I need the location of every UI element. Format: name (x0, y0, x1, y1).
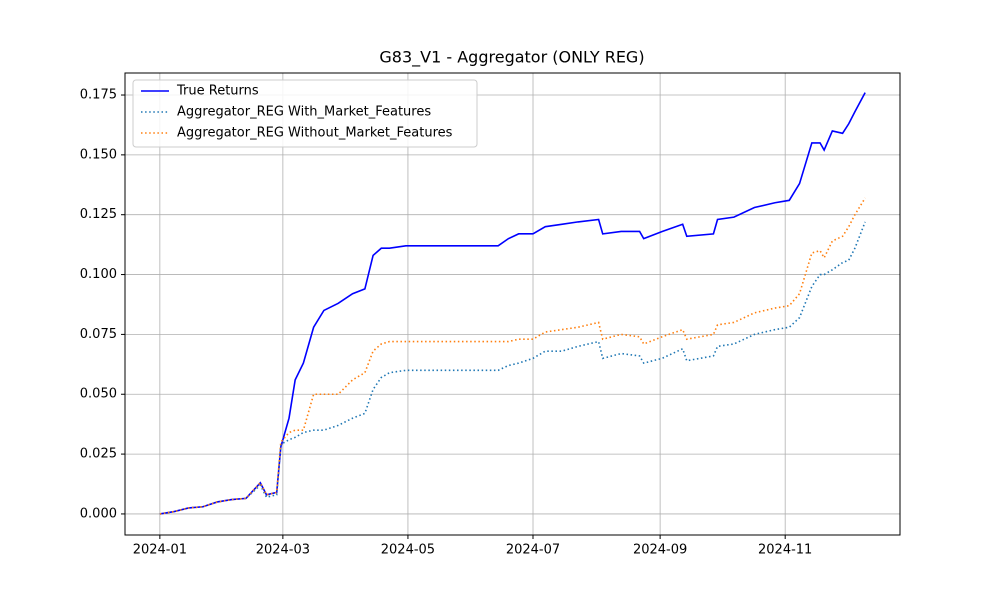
x-tick-label: 2024-03 (256, 543, 310, 558)
legend-box (132, 79, 478, 148)
legend-label: Aggregator_REG Without_Market_Features (177, 126, 453, 141)
y-tick-label: 0.000 (80, 506, 117, 521)
y-tick-label: 0.125 (80, 207, 117, 222)
plot-frame (124, 72, 901, 536)
y-tick-label: 0.050 (80, 387, 117, 402)
legend-label: Aggregator_REG With_Market_Features (177, 105, 431, 120)
y-tick-label: 0.150 (80, 147, 117, 162)
x-tick-label: 2024-09 (633, 543, 687, 558)
y-tick-label: 0.025 (80, 447, 117, 462)
series-line (159, 221, 866, 515)
series-line (159, 197, 866, 515)
x-tick-label: 2024-01 (133, 543, 187, 558)
series-line (159, 92, 866, 515)
x-tick-label: 2024-07 (506, 543, 560, 558)
x-tick-label: 2024-05 (381, 543, 435, 558)
chart-title: G83_V1 - Aggregator (ONLY REG) (379, 48, 644, 68)
y-tick-label: 0.175 (80, 88, 117, 103)
y-tick-label: 0.075 (80, 327, 117, 342)
legend-label: True Returns (176, 84, 259, 99)
y-tick-label: 0.100 (80, 267, 117, 282)
x-tick-label: 2024-11 (758, 543, 812, 558)
